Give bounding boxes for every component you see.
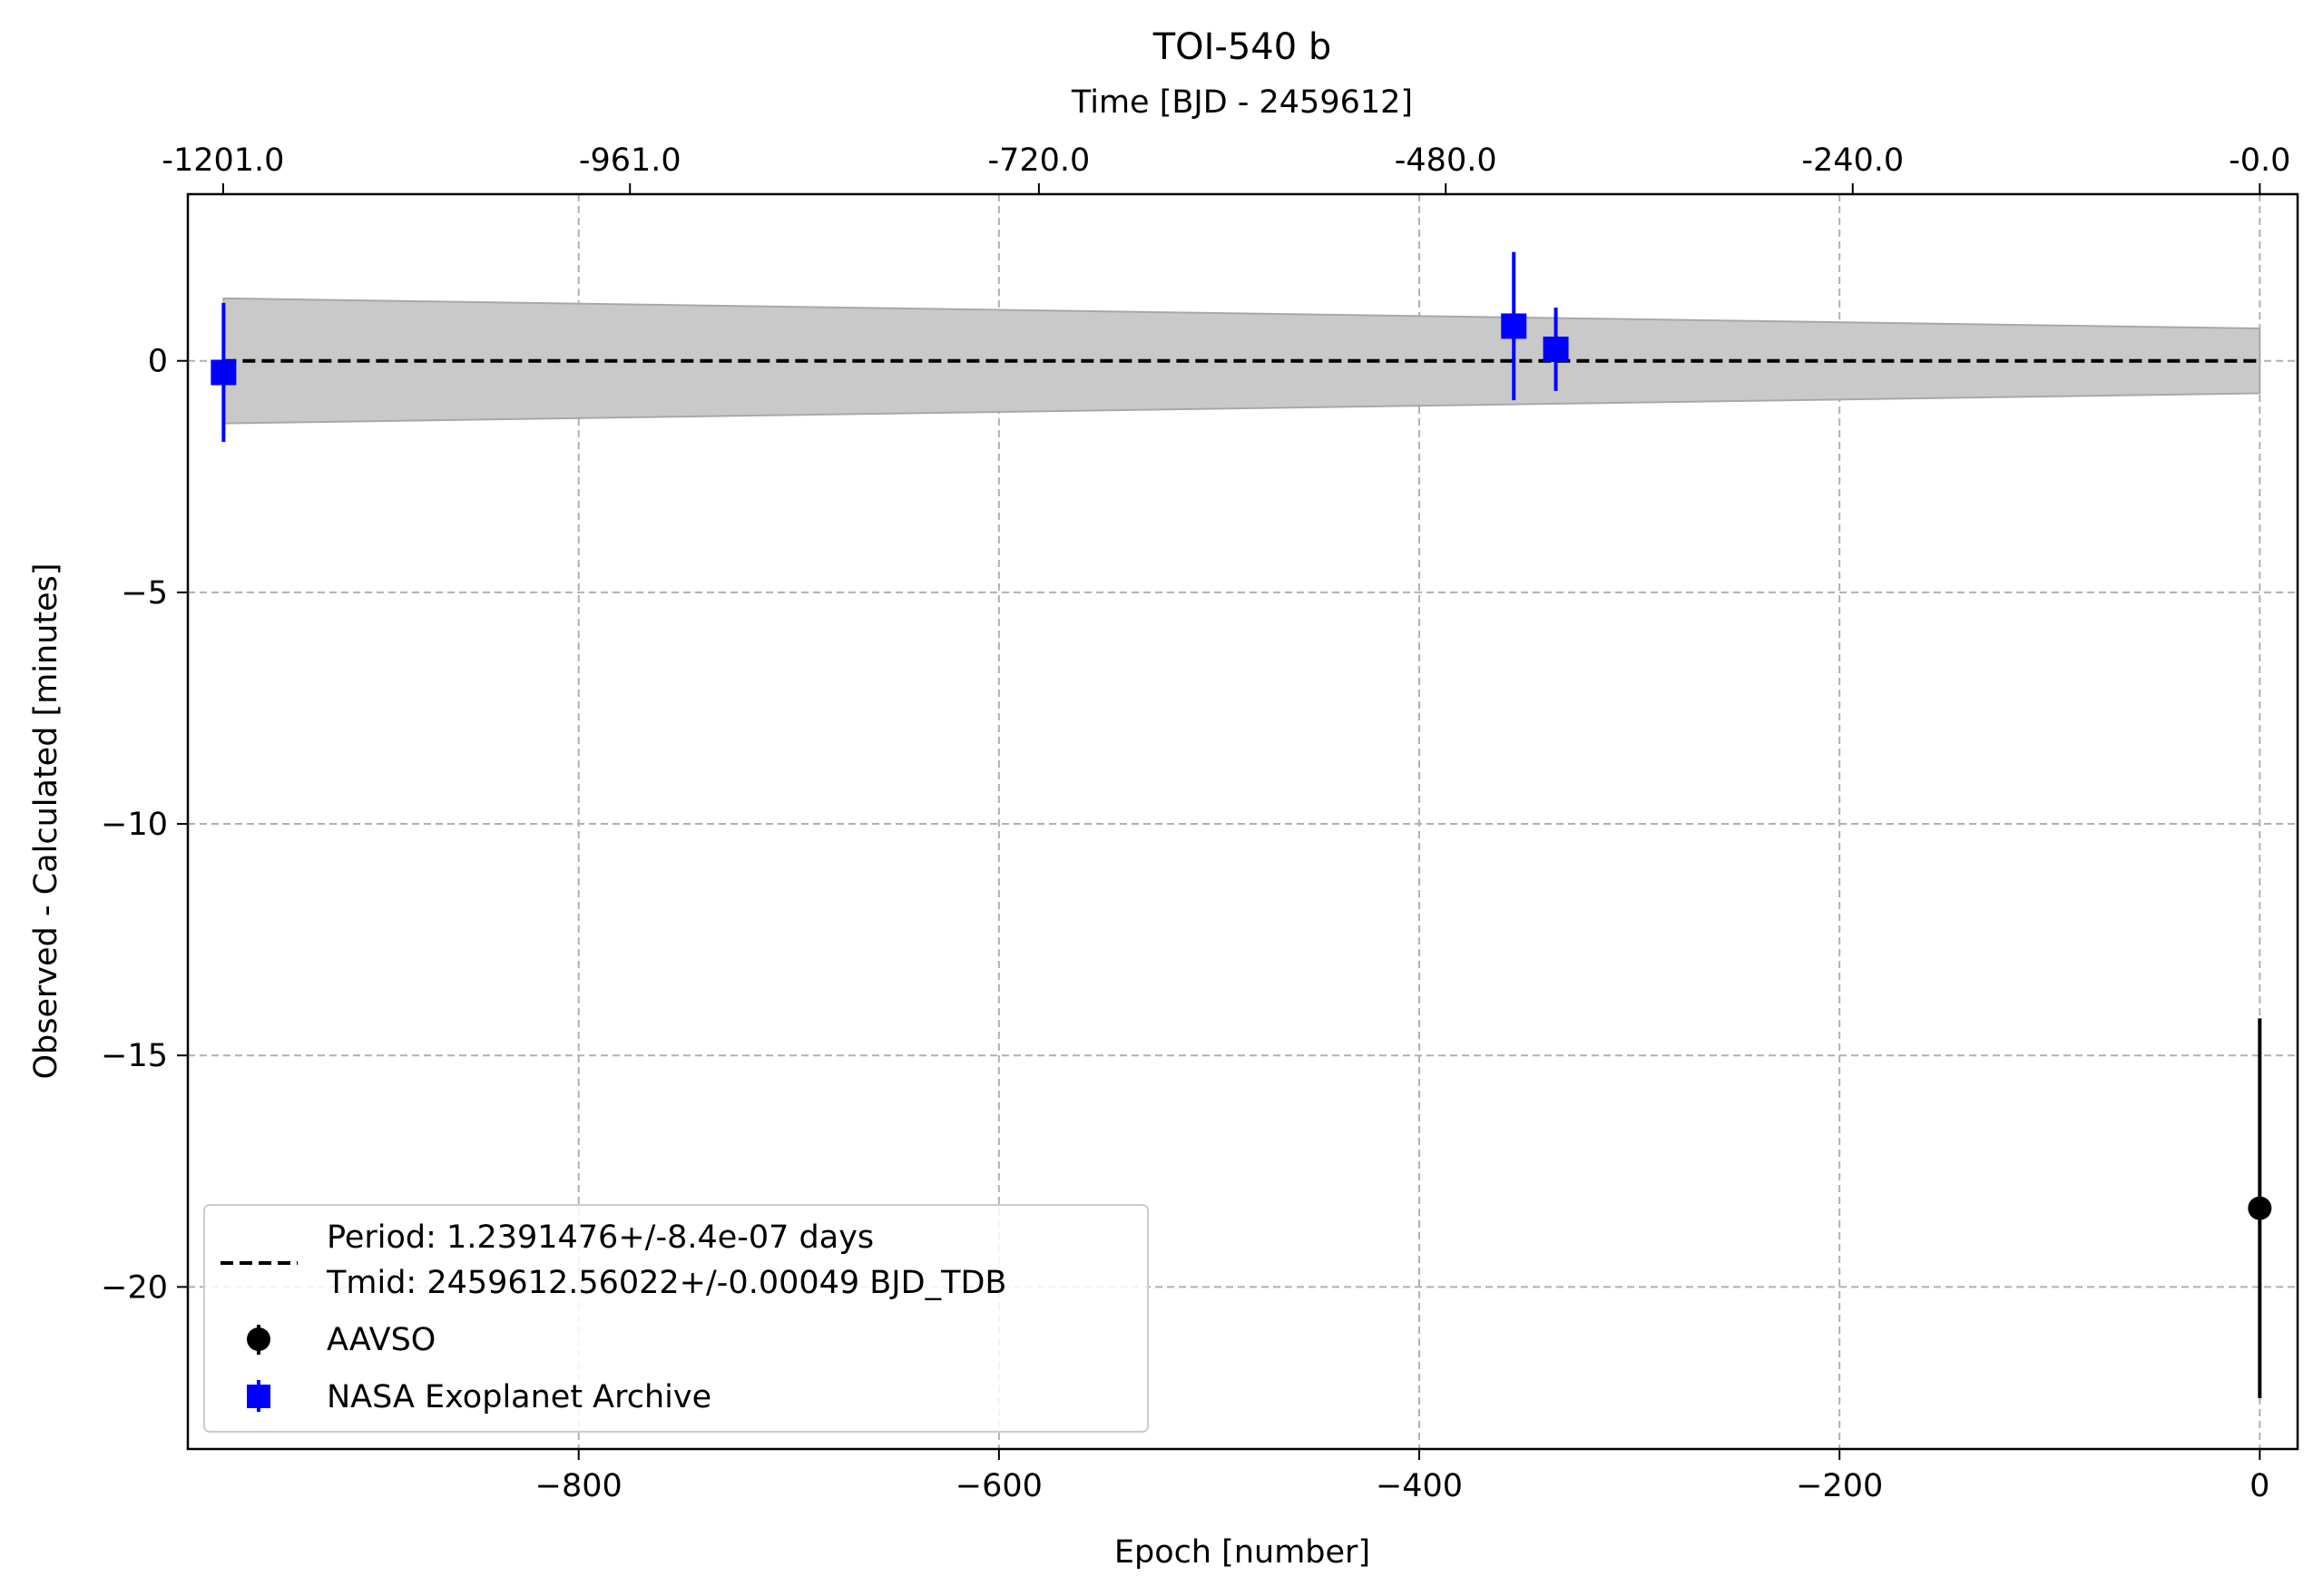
legend-nasa-label: NASA Exoplanet Archive: [327, 1379, 711, 1415]
y-tick-label: −15: [101, 1038, 168, 1074]
chart-title: TOI-540 b: [1152, 26, 1332, 68]
x-tick-label: 0: [2249, 1468, 2269, 1504]
top-tick-label: -480.0: [1395, 142, 1497, 179]
y-axis-ticks: 0 −5 −10 −15 −20: [101, 344, 188, 1306]
top-tick-label: -240.0: [1801, 142, 1904, 179]
data-point-nasa: [211, 359, 237, 386]
y-axis-label: Observed - Calculated [minutes]: [28, 563, 64, 1079]
legend-fit-period: Period: 1.2391476+/-8.4e-07 days: [327, 1219, 874, 1256]
top-tick-label: -0.0: [2229, 142, 2290, 179]
legend-fit-label: Period: 1.2391476+/-8.4e-07 days Tmid: 2…: [326, 1219, 1006, 1301]
x-axis-ticks: −800 −600 −400 −200 0: [535, 1449, 2269, 1504]
x-axis-label: Epoch [number]: [1114, 1534, 1370, 1571]
legend-fit-tmid: Tmid: 2459612.56022+/-0.00049 BJD_TDB: [326, 1265, 1006, 1301]
top-tick-label: -961.0: [579, 142, 681, 179]
y-tick-label: −20: [101, 1269, 168, 1306]
data-points: [211, 251, 2272, 1398]
data-point-aavso: [2248, 1196, 2272, 1220]
legend-aavso-label: AAVSO: [327, 1322, 436, 1358]
data-point-nasa: [1501, 313, 1527, 339]
legend: Period: 1.2391476+/-8.4e-07 days Tmid: 2…: [203, 1204, 1149, 1433]
top-axis-label: Time [BJD - 2459612]: [1071, 84, 1413, 121]
x-tick-label: −200: [1796, 1468, 1883, 1504]
top-axis-ticks: -1201.0 -961.0 -720.0 -480.0 -240.0 -0.0: [162, 142, 2290, 194]
y-tick-label: −5: [121, 575, 168, 612]
legend-nasa-swatch: [247, 1380, 270, 1412]
x-tick-label: −600: [956, 1468, 1043, 1504]
x-tick-label: −400: [1376, 1468, 1463, 1504]
plot-frame: [186, 192, 2299, 1451]
legend-box: [203, 1204, 1149, 1433]
data-point-nasa: [1543, 336, 1569, 362]
top-tick-label: -720.0: [987, 142, 1090, 179]
x-tick-label: −800: [535, 1468, 622, 1504]
top-tick-label: -1201.0: [162, 142, 284, 179]
y-tick-label: −10: [101, 807, 168, 843]
legend-aavso-swatch: [247, 1325, 270, 1355]
y-tick-label: 0: [148, 344, 168, 380]
